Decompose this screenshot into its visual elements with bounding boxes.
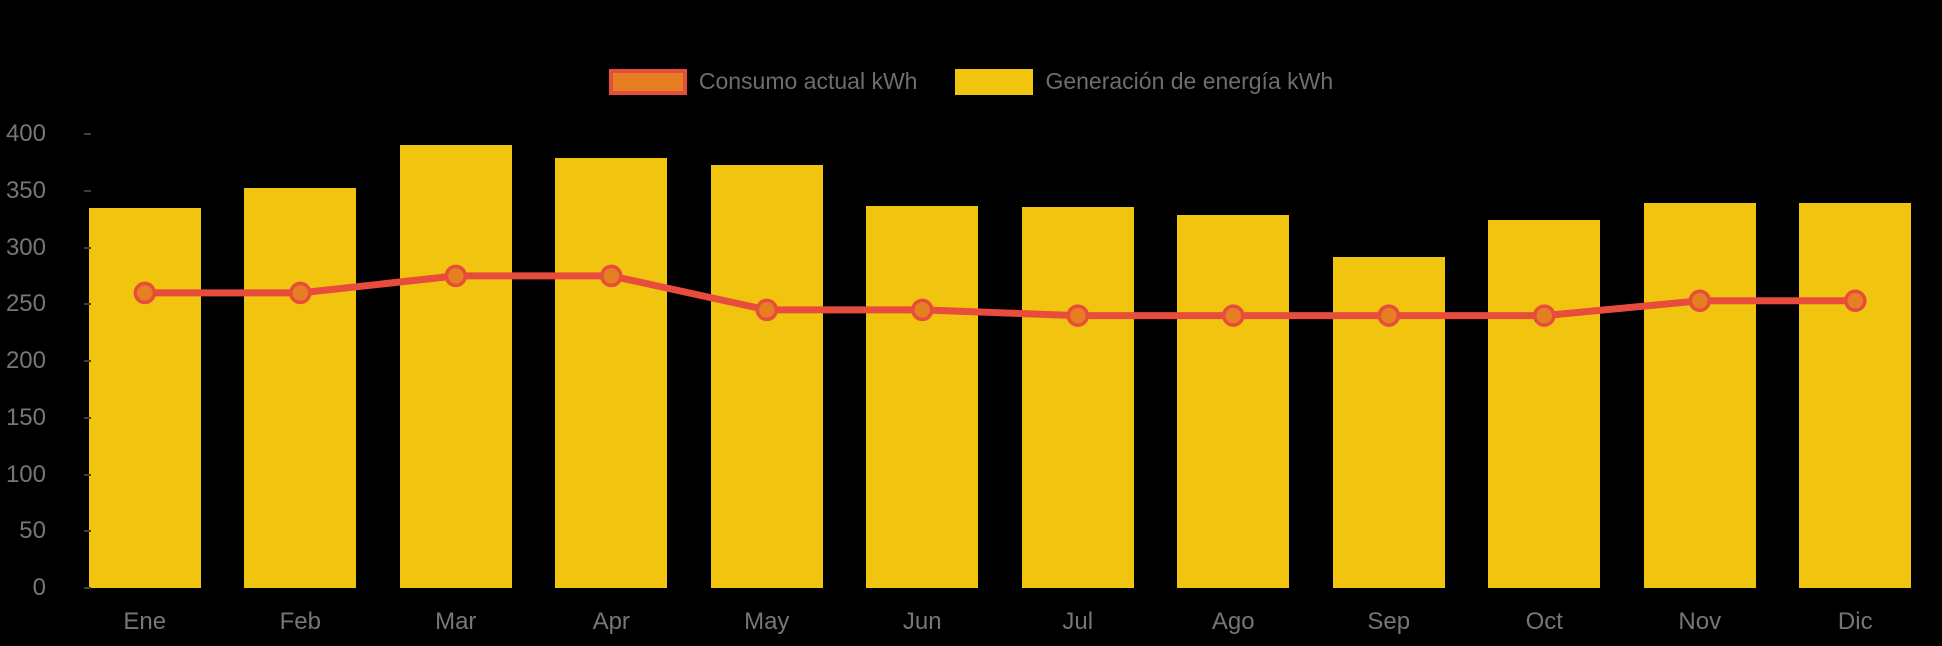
consumo-line [141, 272, 1859, 320]
x-tick-label-feb: Feb [279, 608, 321, 635]
legend-item-consumo[interactable]: Consumo actual kWh [608, 68, 918, 95]
bar-may[interactable] [710, 164, 823, 588]
y-tick-label-0: 0 [32, 574, 46, 601]
bar-apr[interactable] [555, 157, 668, 588]
x-tick-label-jun: Jun [902, 608, 942, 635]
y-tick-label-150: 150 [5, 403, 46, 431]
category-slot-ene [67, 134, 223, 588]
category-slot-nov [1622, 134, 1778, 588]
x-tick-label-mar: Mar [435, 608, 477, 635]
x-tick-label-ene: Ene [123, 608, 167, 635]
category-slot-feb [223, 134, 379, 588]
x-tick-label-nov: Nov [1678, 608, 1722, 635]
x-tick-label-dic: Dic [1837, 608, 1873, 635]
x-tick-label-may: May [744, 608, 790, 635]
y-tick-label-400: 400 [5, 120, 46, 147]
y-tick-mark [84, 530, 91, 533]
x-tick-label-ago: Ago [1211, 608, 1255, 635]
bar-oct[interactable] [1488, 220, 1601, 588]
y-tick-label-50: 50 [19, 517, 46, 545]
bar-feb[interactable] [244, 188, 357, 588]
x-tick-label-sep: Sep [1367, 608, 1411, 635]
chart-legend: Consumo actual kWh Generación de energía… [0, 68, 1942, 95]
bar-jun[interactable] [866, 205, 979, 588]
legend-label-generacion: Generación de energía kWh [1045, 68, 1334, 94]
y-tick-label-350: 350 [5, 176, 46, 204]
y-tick-label-300: 300 [5, 233, 46, 261]
bar-series [67, 134, 1933, 588]
bar-ene[interactable] [88, 207, 201, 588]
legend-label-consumo: Consumo actual kWh [698, 68, 918, 94]
category-slot-mar [378, 134, 534, 588]
bar-ago[interactable] [1177, 214, 1290, 588]
y-tick-mark [84, 303, 91, 306]
bar-nov[interactable] [1643, 203, 1756, 588]
y-tick-mark [84, 189, 91, 192]
category-slot-ago [1156, 134, 1312, 588]
point-jul[interactable] [1066, 304, 1090, 327]
point-ago[interactable] [1222, 304, 1245, 327]
point-ene[interactable] [133, 281, 157, 305]
legend-item-generacion[interactable]: Generación de energía kWh [955, 68, 1333, 95]
y-tick-label-250: 250 [5, 290, 46, 318]
point-mar[interactable] [444, 264, 468, 288]
category-slot-apr [534, 134, 690, 588]
y-tick-mark [84, 133, 91, 135]
point-jun[interactable] [911, 298, 934, 322]
bar-dic[interactable] [1799, 203, 1912, 588]
y-tick-mark [84, 246, 91, 249]
point-nov[interactable] [1688, 289, 1712, 313]
point-apr[interactable] [600, 264, 623, 288]
y-tick-mark [84, 473, 91, 476]
bar-mar[interactable] [399, 145, 512, 588]
y-tick-mark [84, 416, 91, 419]
y-tick-label-200: 200 [5, 347, 46, 374]
y-tick-mark [84, 587, 91, 589]
point-dic[interactable] [1844, 289, 1867, 313]
category-slot-oct [1467, 134, 1623, 588]
point-sep[interactable] [1377, 304, 1401, 327]
category-slot-jun [845, 134, 1001, 588]
plot-area [67, 134, 1933, 588]
y-tick-label-100: 100 [5, 460, 46, 488]
point-oct[interactable] [1533, 304, 1556, 327]
y-tick-mark [84, 360, 91, 362]
x-tick-label-oct: Oct [1525, 608, 1563, 635]
point-may[interactable] [755, 298, 779, 322]
category-slot-jul [1000, 134, 1156, 588]
category-slot-dic [1778, 134, 1934, 588]
x-tick-label-apr: Apr [592, 608, 630, 635]
consumo-line-series [133, 264, 1867, 327]
x-tick-label-jul: Jul [1062, 608, 1094, 635]
x-axis: Ene Feb Mar Apr May Jun Jul Ago Sep Oct Nov Dic [0, 604, 1942, 640]
category-slot-may [689, 134, 845, 588]
legend-swatch-generacion-icon [955, 68, 1034, 95]
legend-swatch-consumo-icon [608, 68, 687, 95]
bar-jul[interactable] [1021, 206, 1134, 588]
point-feb[interactable] [289, 281, 312, 305]
y-axis: 0 50 100 150 200 250 300 350 400 [0, 0, 46, 646]
